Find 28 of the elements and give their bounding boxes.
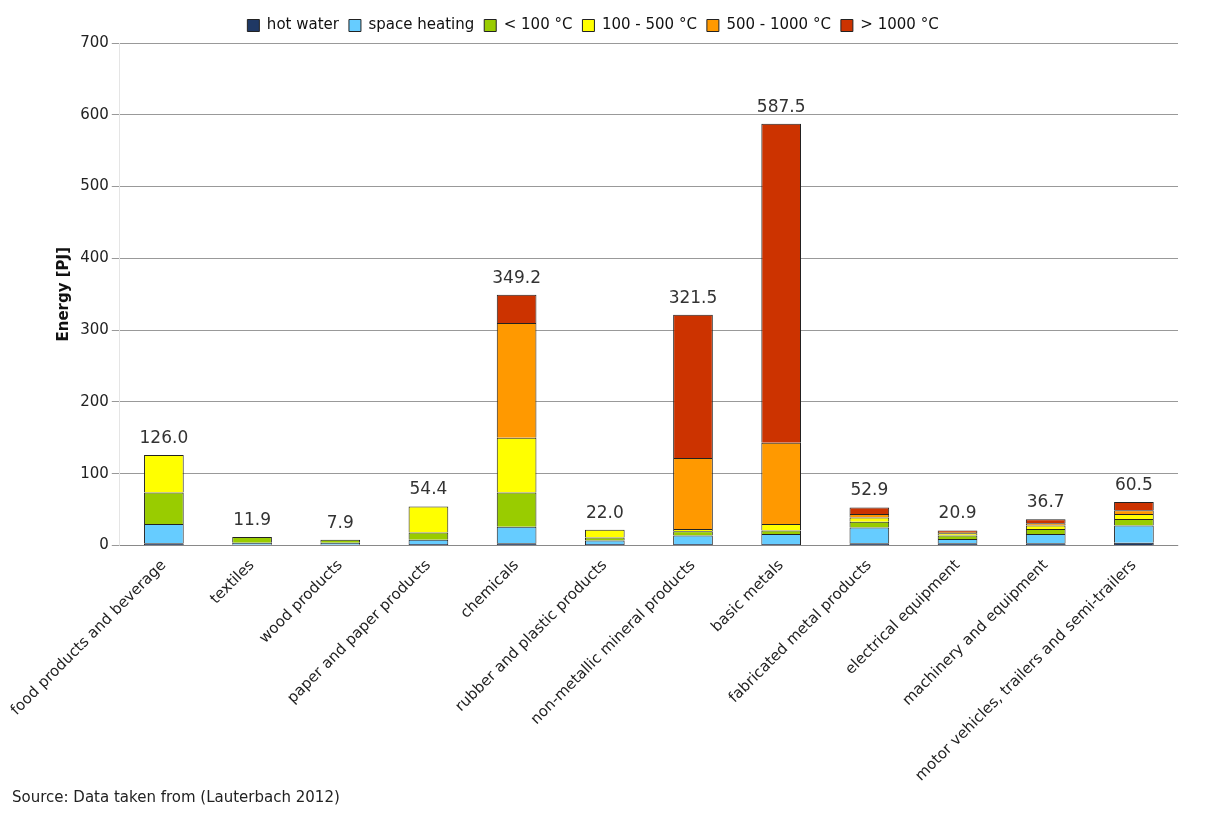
total-label: 126.0	[139, 426, 189, 447]
legend-label: > 1000 °C	[860, 15, 939, 34]
total-label: 22.0	[585, 501, 624, 522]
legend-label: hot water	[266, 15, 340, 34]
total-label: 349.2	[492, 266, 541, 287]
y-axis-title: Energy [PJ]	[54, 246, 73, 342]
y-tick-label: 600	[80, 104, 109, 123]
legend-label: 100 - 500 °C	[601, 15, 697, 34]
y-tick-label: 0	[99, 535, 109, 554]
y-tick-label: 300	[80, 320, 109, 339]
total-label: 36.7	[1026, 491, 1065, 512]
source-note: Source: Data taken from (Lauterbach 2012)	[12, 788, 341, 806]
y-tick-label: 700	[80, 32, 109, 51]
y-tick-label: 200	[80, 391, 109, 410]
total-label: 587.5	[756, 95, 806, 116]
total-label: 7.9	[326, 511, 354, 532]
total-label: 20.9	[938, 502, 977, 523]
legend-label: 500 - 1000 °C	[726, 15, 831, 34]
legend-label: < 100 °C	[503, 15, 573, 34]
total-label: 11.9	[233, 508, 271, 529]
total-label: 321.5	[668, 286, 718, 307]
y-tick-label: 500	[80, 176, 109, 195]
total-label: 60.5	[1114, 474, 1153, 495]
y-tick-label: 100	[80, 463, 109, 482]
total-label: 52.9	[850, 479, 889, 500]
total-label: 54.4	[409, 478, 448, 499]
y-tick-label: 400	[80, 248, 109, 267]
legend-label: space heating	[368, 15, 475, 34]
